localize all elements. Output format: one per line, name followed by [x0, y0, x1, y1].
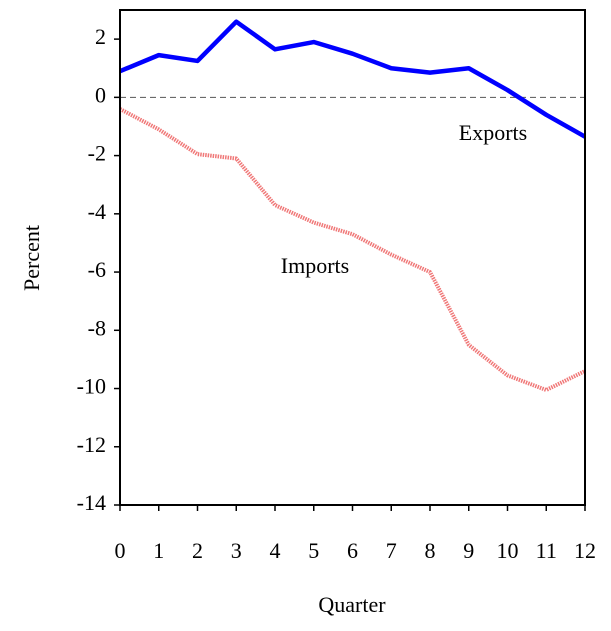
y-tick-label: 2	[95, 24, 106, 49]
x-tick-label: 3	[231, 538, 242, 563]
y-tick-label: -4	[88, 199, 106, 224]
series-label: Imports	[281, 253, 349, 278]
x-tick-label: 10	[497, 538, 519, 563]
y-tick-label: -14	[77, 490, 106, 515]
x-tick-label: 6	[347, 538, 358, 563]
series-line	[119, 107, 586, 392]
series-label: Exports	[459, 120, 527, 145]
x-tick-label: 12	[574, 538, 596, 563]
y-tick-label: -8	[88, 315, 106, 340]
y-axis-label: Percent	[19, 225, 44, 291]
series-line	[119, 19, 587, 139]
x-axis-label: Quarter	[318, 592, 386, 617]
y-tick-label: -2	[88, 141, 106, 166]
x-tick-label: 4	[270, 538, 281, 563]
x-tick-label: 2	[192, 538, 203, 563]
x-tick-label: 1	[153, 538, 164, 563]
x-tick-label: 9	[463, 538, 474, 563]
y-tick-label: 0	[95, 82, 106, 107]
x-tick-label: 8	[425, 538, 436, 563]
x-tick-label: 5	[308, 538, 319, 563]
y-tick-label: -12	[77, 432, 106, 457]
x-tick-label: 11	[536, 538, 557, 563]
y-tick-label: -6	[88, 257, 106, 282]
y-tick-label: -10	[77, 374, 106, 399]
x-tick-label: 7	[386, 538, 397, 563]
x-tick-label: 0	[115, 538, 126, 563]
plot-frame	[119, 9, 586, 506]
